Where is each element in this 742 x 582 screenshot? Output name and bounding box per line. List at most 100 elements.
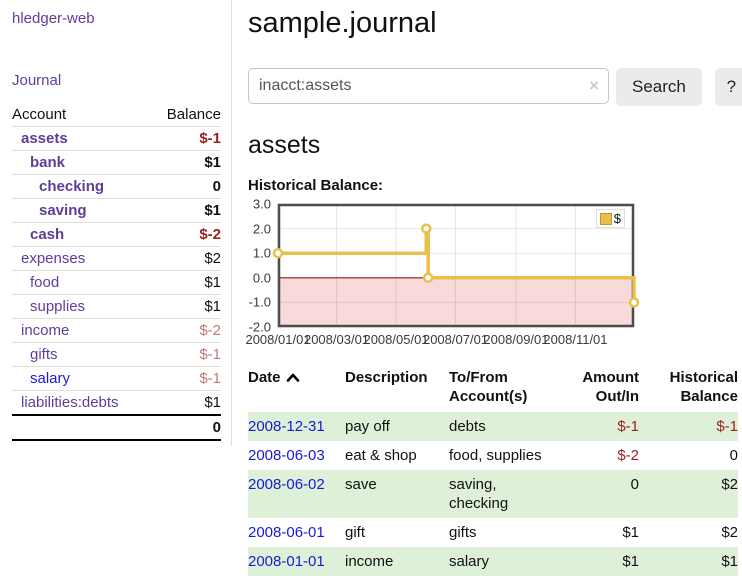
account-link-income[interactable]: income — [21, 322, 70, 339]
transaction-row: 2008-06-03 eat & shop food, supplies $-2… — [248, 441, 738, 470]
legend-series-label: $ — [613, 211, 621, 226]
transaction-row: 2008-06-02 save saving, checking 0 $2 — [248, 470, 738, 518]
account-section-title: assets — [248, 131, 321, 159]
date-column-label: Date — [248, 369, 281, 386]
description-column-header: Description — [345, 369, 428, 386]
account-column-header: Account — [12, 106, 67, 123]
transaction-description: gift — [345, 524, 366, 541]
accounts-total-value: 0 — [150, 414, 221, 441]
x-axis-tick-label: 2008/07/01 — [422, 332, 489, 347]
search-help-button[interactable]: ? — [714, 68, 742, 106]
accounts-total-row: 0 — [12, 414, 221, 441]
account-row-liabilities-debts: liabilities:debts $1 — [12, 390, 221, 415]
account-link-assets[interactable]: assets — [21, 130, 68, 147]
account-row-checking: checking 0 — [12, 174, 221, 199]
transaction-date-link[interactable]: 2008-06-03 — [248, 447, 325, 464]
transaction-accounts: salary — [449, 553, 490, 570]
search-button[interactable]: Search — [616, 68, 702, 106]
account-balance: $2 — [150, 246, 221, 271]
x-axis-tick-label: 2008/05/01 — [363, 332, 429, 347]
accounts-table-header: Account Balance — [12, 104, 221, 127]
account-balance: 0 — [150, 174, 221, 199]
transactions-table: Date Description To/From Account(s) Amou… — [248, 366, 738, 576]
transaction-accounts: debts — [449, 418, 486, 435]
transaction-balance: $-1 — [716, 418, 738, 435]
account-row-salary: salary $-1 — [12, 366, 221, 391]
transaction-row: 2008-12-31 pay off debts $-1 $-1 — [248, 412, 738, 441]
transaction-date-link[interactable]: 2008-06-01 — [248, 524, 325, 541]
account-link-saving[interactable]: saving — [39, 202, 87, 219]
transaction-description: pay off — [345, 418, 390, 435]
account-balance: $-1 — [150, 342, 221, 367]
account-row-supplies: supplies $1 — [12, 294, 221, 319]
transaction-balance: $2 — [721, 524, 738, 541]
accounts-column-header: To/From Account(s) — [449, 369, 528, 405]
y-axis-tick-label: 2.0 — [252, 221, 271, 237]
transaction-description: save — [345, 476, 377, 493]
y-axis-tick-label: 1.0 — [252, 245, 271, 261]
account-link-expenses[interactable]: expenses — [21, 250, 86, 267]
legend-series-swatch — [599, 212, 612, 225]
account-row-food: food $1 — [12, 270, 221, 295]
account-row-assets: assets $-1 — [12, 126, 221, 151]
transaction-row: 2008-06-01 gift gifts $1 $2 — [248, 518, 738, 547]
account-balance: $1 — [150, 150, 221, 175]
transaction-accounts: gifts — [449, 524, 477, 541]
transaction-description: income — [345, 553, 394, 570]
x-axis-tick-label: 2008/01/01 — [245, 332, 311, 347]
account-row-gifts: gifts $-1 — [12, 342, 221, 367]
account-balance: $-1 — [150, 366, 221, 391]
account-row-cash: cash $-2 — [12, 222, 221, 247]
transaction-balance: 0 — [729, 447, 738, 464]
account-link-checking[interactable]: checking — [39, 178, 105, 195]
transaction-amount: $-2 — [617, 447, 639, 464]
transaction-accounts: food, supplies — [449, 447, 542, 464]
y-axis-tick-label: -1.0 — [248, 294, 271, 310]
x-axis-tick-label: 2008/11/01 — [543, 332, 608, 347]
account-link-cash[interactable]: cash — [30, 226, 65, 243]
historical-balance-chart: 3.0 2.0 1.0 0.0 -1.0 -2.0 $ 2008/01/01 2008/03… — [245, 197, 718, 352]
account-link-bank[interactable]: bank — [30, 154, 66, 171]
y-axis-tick-label: 0.0 — [252, 270, 271, 286]
account-balance: $1 — [150, 294, 221, 319]
clear-search-icon[interactable]: × — [589, 76, 599, 95]
account-link-salary[interactable]: salary — [30, 370, 71, 387]
chart-y-axis: 3.0 2.0 1.0 0.0 -1.0 -2.0 — [248, 197, 274, 335]
transaction-date-link[interactable]: 2008-06-02 — [248, 476, 325, 493]
balance-column-header: Balance — [166, 106, 221, 123]
chart-title: Historical Balance: — [248, 177, 384, 194]
transaction-amount: $-1 — [617, 418, 639, 435]
sidebar-item-journal[interactable]: Journal — [12, 72, 62, 89]
x-axis-tick-label: 2008/03/01 — [303, 332, 370, 347]
account-balance: $-2 — [150, 222, 221, 247]
account-link-food[interactable]: food — [30, 274, 60, 291]
account-link-gifts[interactable]: gifts — [30, 346, 58, 363]
account-balance: $-2 — [150, 318, 221, 343]
accounts-table: Account Balance assets $-1 bank $1 check… — [12, 104, 221, 441]
account-row-income: income $-2 — [12, 318, 221, 343]
transaction-balance: $2 — [721, 476, 738, 493]
search-input[interactable] — [248, 68, 609, 104]
account-link-supplies[interactable]: supplies — [30, 298, 86, 315]
transaction-row: 2008-01-01 income salary $1 $1 — [248, 547, 738, 576]
amount-column-header: Amount Out/In — [582, 369, 639, 405]
account-link-liabilities-debts[interactable]: liabilities:debts — [21, 394, 119, 411]
transaction-date-link[interactable]: 2008-01-01 — [248, 553, 325, 570]
account-row-bank: bank $1 — [12, 150, 221, 175]
account-balance: $1 — [150, 270, 221, 295]
app-title-link[interactable]: hledger-web — [12, 10, 95, 27]
transaction-balance: $1 — [721, 553, 738, 570]
account-row-saving: saving $1 — [12, 198, 221, 223]
date-column-header[interactable]: Date — [248, 366, 345, 412]
chart-legend: $ — [595, 209, 625, 228]
chart-x-axis: 2008/01/01 2008/03/01 2008/05/01 2008/07/01… — [245, 332, 634, 350]
x-axis-tick-label: 2008/09/01 — [483, 332, 549, 347]
y-axis-tick-label: 3.0 — [252, 196, 271, 212]
account-balance: $1 — [150, 390, 221, 415]
chart-plot-area[interactable]: $ — [272, 203, 640, 328]
sidebar: hledger-web Journal Account Balance asse… — [0, 0, 232, 446]
account-balance: $1 — [150, 198, 221, 223]
main-content: sample.journal × Search ? assets Histori… — [232, 0, 742, 582]
transaction-date-link[interactable]: 2008-12-31 — [248, 418, 325, 435]
sort-ascending-icon[interactable] — [286, 368, 300, 387]
